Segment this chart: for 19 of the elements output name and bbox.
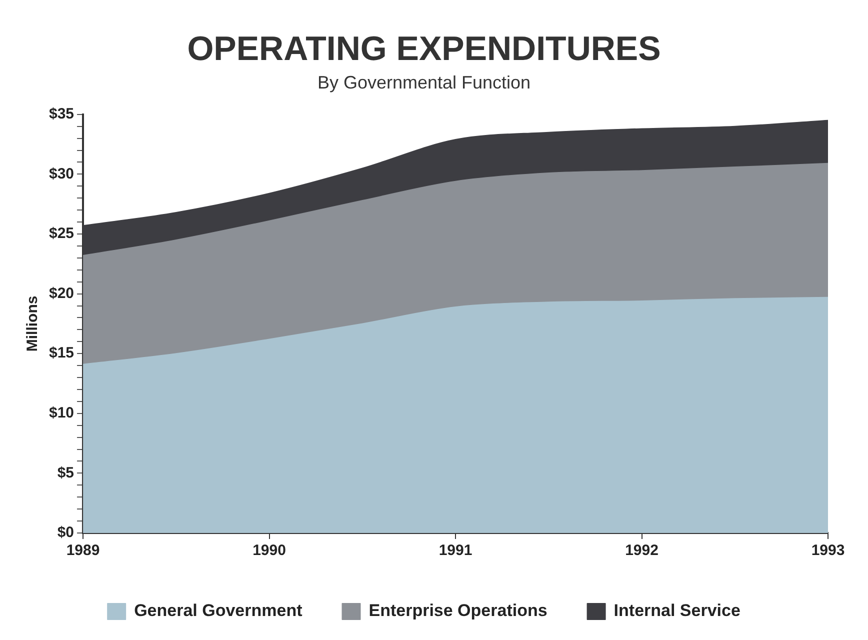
- chart-title: OPERATING EXPENDITURES: [187, 30, 661, 68]
- legend-label: Internal Service: [614, 601, 740, 620]
- x-tick-label: 1990: [252, 542, 286, 560]
- y-tick-label: $20: [48, 284, 74, 302]
- x-tick-label: 1991: [438, 542, 472, 560]
- y-tick-label: $15: [48, 344, 74, 362]
- chart-subtitle: By Governmental Function: [317, 72, 531, 93]
- y-tick-label: $10: [48, 404, 74, 422]
- y-tick-label: $25: [48, 225, 74, 242]
- y-tick-label: $0: [57, 524, 74, 542]
- legend-label: General Government: [134, 601, 303, 620]
- y-tick-label: $5: [57, 464, 74, 482]
- x-tick-label: 1989: [66, 542, 100, 560]
- x-tick-label: 1992: [625, 542, 658, 560]
- y-tick-label: $30: [48, 165, 74, 182]
- x-tick-label: 1993: [811, 542, 845, 560]
- legend-label: Enterprise Operations: [368, 601, 548, 620]
- y-tick-label: $35: [48, 106, 74, 123]
- y-axis-title: Millions: [24, 296, 42, 352]
